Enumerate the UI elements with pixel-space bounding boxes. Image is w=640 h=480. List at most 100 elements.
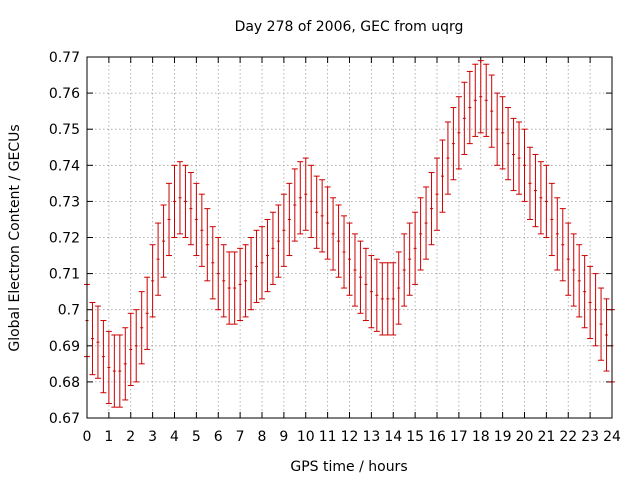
- x-tick-label: 7: [236, 429, 245, 445]
- error-bar-point: [193, 182, 200, 257]
- error-bar-point: [286, 182, 293, 257]
- plot-frame: [86, 56, 613, 419]
- error-bar-point: [264, 218, 271, 293]
- error-bar-point: [548, 182, 555, 257]
- error-bar-point: [587, 265, 594, 340]
- error-bar-point: [94, 305, 101, 379]
- x-tick-label: 13: [362, 429, 380, 445]
- y-tick-label: 0.73: [49, 194, 80, 210]
- x-tick-label: 22: [559, 429, 577, 445]
- x-tick-label: 9: [279, 429, 288, 445]
- error-bar-point: [499, 96, 506, 170]
- data-series: [84, 60, 615, 408]
- error-bar-point: [231, 251, 238, 325]
- error-bar-point: [516, 121, 523, 195]
- error-bar-point: [505, 107, 512, 181]
- x-tick-label: 21: [537, 429, 555, 445]
- error-bar-point: [554, 197, 561, 271]
- x-tick-label: 23: [581, 429, 599, 445]
- x-tick-label: 1: [104, 429, 113, 445]
- error-bar-point: [368, 255, 375, 329]
- x-tick-label: 15: [406, 429, 424, 445]
- error-bar-point: [182, 164, 189, 238]
- y-tick-label: 0.71: [49, 267, 80, 283]
- error-bar-point: [269, 211, 276, 285]
- error-bar-point: [598, 287, 605, 361]
- error-bar-point: [483, 63, 490, 137]
- error-bar-point: [275, 204, 282, 278]
- error-bar-point: [111, 334, 118, 408]
- x-tick-label: 2: [126, 429, 135, 445]
- error-bar-point: [330, 197, 337, 271]
- y-tick-label: 0.67: [49, 411, 80, 427]
- error-bar-point: [324, 186, 331, 260]
- error-bar-point: [395, 251, 402, 325]
- error-bar-point: [592, 273, 599, 347]
- error-bar-point: [259, 226, 265, 300]
- error-bar-point: [116, 334, 123, 408]
- error-bar-point: [209, 226, 216, 300]
- y-tick-label: 0.76: [49, 86, 80, 102]
- error-bar-point: [450, 107, 457, 181]
- error-bar-point: [576, 244, 583, 318]
- error-bar-point: [439, 139, 446, 213]
- error-bar-point: [166, 182, 173, 257]
- error-bar-point: [253, 229, 260, 303]
- x-tick-label: 20: [516, 429, 534, 445]
- x-tick-label: 16: [428, 429, 446, 445]
- error-bar-point: [472, 63, 479, 137]
- grid: [87, 57, 612, 418]
- error-bar-point: [341, 215, 348, 289]
- error-bar-point: [89, 301, 96, 376]
- error-bar-point: [461, 81, 468, 155]
- error-bar-point: [313, 175, 320, 249]
- error-bar-point: [346, 222, 353, 296]
- error-bar-point: [248, 237, 255, 311]
- error-bar-point: [297, 161, 304, 235]
- error-bar-point: [215, 237, 222, 311]
- x-tick-label: 18: [472, 429, 490, 445]
- x-tick-label: 5: [192, 429, 201, 445]
- error-bar-point: [187, 172, 194, 246]
- error-bar-point: [100, 320, 107, 394]
- y-tick-label: 0.77: [49, 50, 80, 66]
- error-bar-point: [133, 309, 140, 383]
- error-bar-point: [434, 157, 440, 231]
- error-bar-point: [537, 161, 544, 235]
- error-bar-point: [138, 291, 145, 365]
- x-tick-label: 6: [214, 429, 223, 445]
- x-tick-label: 10: [297, 429, 315, 445]
- error-bar-point: [373, 258, 380, 332]
- error-bar-point: [171, 164, 178, 238]
- error-bar-point: [444, 121, 451, 195]
- error-bar-point: [559, 208, 566, 282]
- error-bar-point: [412, 211, 419, 285]
- error-bar-point: [127, 312, 134, 387]
- error-bar-point: [105, 330, 112, 405]
- x-tick-label: 11: [319, 429, 337, 445]
- error-bar-point: [220, 244, 227, 318]
- error-bar-point: [565, 222, 572, 296]
- x-tick-label: 8: [258, 429, 267, 445]
- x-tick-label: 17: [450, 429, 468, 445]
- x-axis-label: GPS time / hours: [290, 459, 407, 475]
- error-bar-point: [417, 197, 424, 271]
- error-bar-point: [357, 240, 364, 314]
- error-bar-point: [423, 186, 430, 260]
- x-tick-label: 12: [341, 429, 359, 445]
- error-bar-point: [155, 222, 162, 296]
- y-tick-label: 0.68: [49, 375, 80, 391]
- error-bar-point: [494, 92, 501, 166]
- x-tick-label: 4: [170, 429, 179, 445]
- error-bar-point: [160, 204, 167, 278]
- error-bar-point: [521, 128, 528, 202]
- y-tick-label: 0.75: [49, 122, 80, 138]
- x-tick-label: 24: [603, 429, 621, 445]
- error-bar-point: [291, 168, 298, 242]
- error-bar-point: [526, 146, 533, 220]
- error-bar-point: [144, 276, 151, 350]
- error-bar-point: [226, 251, 233, 325]
- y-tick-label: 0.72: [49, 231, 80, 247]
- error-bar-point: [401, 233, 408, 307]
